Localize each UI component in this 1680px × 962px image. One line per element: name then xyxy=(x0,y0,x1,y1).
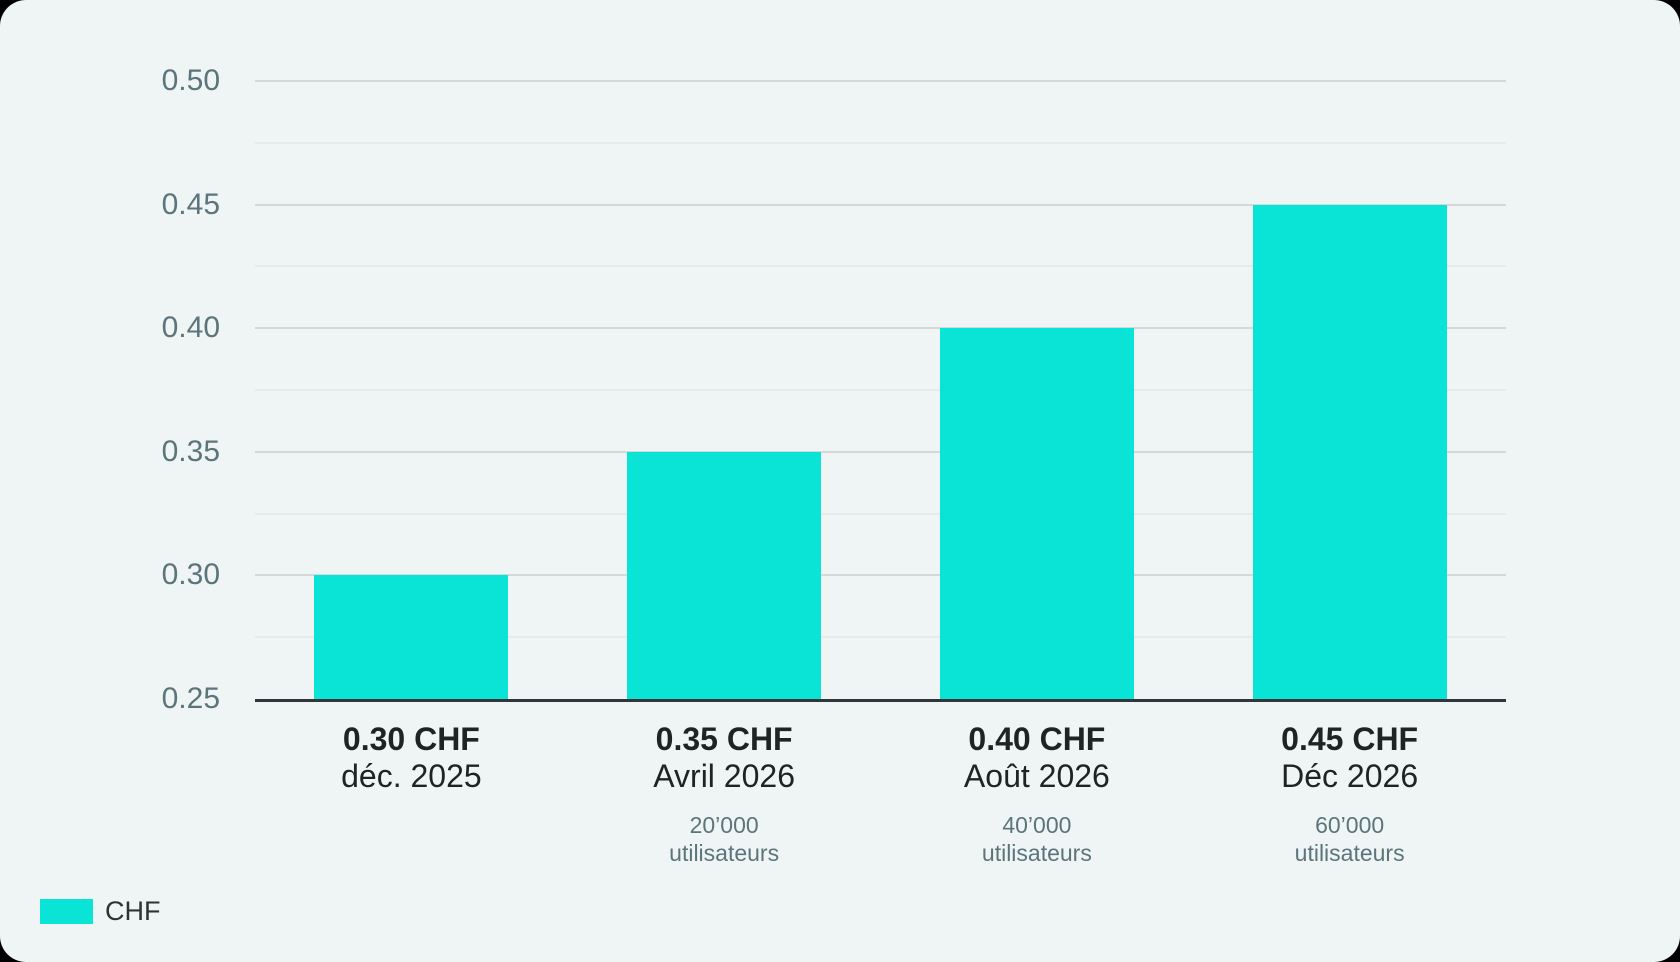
y-axis-tick-label: 0.45 xyxy=(161,187,220,221)
bar[interactable] xyxy=(314,575,509,699)
bar-category-label: 0.35 CHF Avril 2026 20’000 utilisateurs xyxy=(564,721,884,867)
bar-chart-plot-area: 0.25 0.30 0.35 0.40 0.45 0.50 0.30 CHF déc. 202… xyxy=(162,66,1506,866)
legend-item-chf[interactable]: CHF xyxy=(40,896,161,927)
legend-label: CHF xyxy=(105,896,161,926)
x-axis-line xyxy=(255,699,1506,702)
bar-value-label: 0.35 CHF xyxy=(655,721,793,757)
bar-date-label: Août 2026 xyxy=(963,758,1110,794)
gridline xyxy=(255,203,1506,206)
bar-users-label: 40’000 utilisateurs xyxy=(981,812,1092,866)
bar-category-label: 0.45 CHF Déc 2026 60’000 utilisateurs xyxy=(1190,721,1510,867)
gridline xyxy=(255,80,1506,82)
gridline xyxy=(255,265,1506,268)
gridline xyxy=(255,450,1506,453)
bar[interactable] xyxy=(1252,205,1447,699)
y-axis-tick-label: 0.35 xyxy=(161,434,220,468)
bar-date-label: Déc 2026 xyxy=(1281,758,1419,794)
bar-category-label: 0.40 CHF Août 2026 40’000 utilisateurs xyxy=(877,721,1197,867)
bar-value-label: 0.45 CHF xyxy=(1281,721,1419,757)
y-axis-tick-label: 0.25 xyxy=(161,682,220,715)
bar-category-label: 0.30 CHF déc. 2025 xyxy=(251,721,571,795)
bar-date-label: Avril 2026 xyxy=(653,758,795,794)
y-axis-tick-label: 0.50 xyxy=(161,64,220,97)
bar[interactable] xyxy=(627,452,822,699)
gridline xyxy=(255,636,1506,639)
gridline xyxy=(255,389,1506,391)
y-axis-tick-label: 0.40 xyxy=(161,311,220,345)
gridline xyxy=(255,512,1506,515)
bar-users-label: 60’000 utilisateurs xyxy=(1294,812,1405,866)
bar-value-label: 0.30 CHF xyxy=(342,721,480,757)
bar-value-label: 0.40 CHF xyxy=(968,721,1106,757)
gridline xyxy=(255,574,1506,577)
bar[interactable] xyxy=(939,328,1134,699)
legend-swatch xyxy=(40,899,93,924)
bar-date-label: déc. 2025 xyxy=(341,758,482,794)
gridline xyxy=(255,141,1506,144)
gridline xyxy=(255,327,1506,330)
y-axis-tick-label: 0.30 xyxy=(161,558,220,592)
bar-users-label: 20’000 utilisateurs xyxy=(669,812,780,866)
chart-legend: CHF xyxy=(40,896,161,927)
